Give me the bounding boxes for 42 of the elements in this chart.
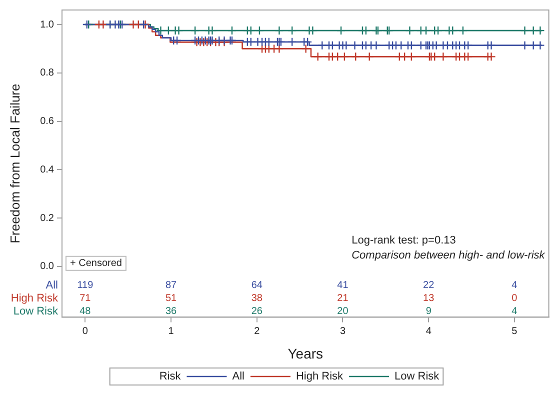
- legend-title: Risk: [159, 370, 182, 383]
- annotation: 13: [423, 293, 435, 304]
- x-tick-label: 1: [168, 326, 174, 337]
- annotation: 9: [426, 306, 432, 318]
- text: All: [46, 279, 58, 292]
- annotation: Comparison between high- and low-risk: [352, 249, 546, 262]
- x-tick-label: 3: [340, 326, 346, 337]
- annotation: 64: [251, 280, 263, 292]
- legend-label: All: [232, 370, 244, 383]
- annotation: 20: [337, 306, 349, 318]
- annotation: 26: [251, 306, 263, 318]
- annotation: 51: [165, 293, 178, 304]
- annotation: + Censored: [70, 258, 122, 270]
- x-tick-label: 5: [512, 326, 518, 337]
- text: High Risk: [10, 292, 58, 304]
- annotation: 4: [512, 280, 518, 292]
- annotation: 48: [80, 306, 92, 318]
- annotation: 22: [423, 280, 435, 292]
- y-axis-title: Freedom from Local Failure: [7, 84, 22, 244]
- legend-label: High Risk: [296, 370, 344, 383]
- annotation: 87: [165, 280, 178, 292]
- annotation: 21: [337, 293, 349, 304]
- y-tick-label: 0.0: [40, 261, 54, 272]
- annotation: 0: [512, 293, 518, 304]
- x-axis-title: Years: [288, 345, 324, 362]
- text: Low Risk: [13, 305, 58, 318]
- y-tick-label: 0.6: [40, 116, 54, 128]
- x-tick-label: 2: [254, 326, 260, 337]
- y-tick-label: 0.2: [40, 212, 54, 224]
- x-tick-label: 4: [426, 326, 432, 337]
- annotation: 41: [337, 280, 349, 292]
- annotation: Log-rank test: p=0.13: [352, 234, 456, 246]
- annotation: 119: [77, 280, 94, 292]
- y-tick-label: 1.0: [40, 19, 54, 30]
- y-tick-label: 0.4: [40, 164, 54, 176]
- annotation: 36: [165, 306, 178, 318]
- legend-label: Low Risk: [394, 370, 440, 383]
- y-tick-label: 0.8: [40, 68, 54, 79]
- annotation: 71: [80, 293, 92, 304]
- x-tick-label: 0: [82, 326, 88, 337]
- annotation: 38: [251, 293, 263, 304]
- annotation: 4: [512, 306, 518, 318]
